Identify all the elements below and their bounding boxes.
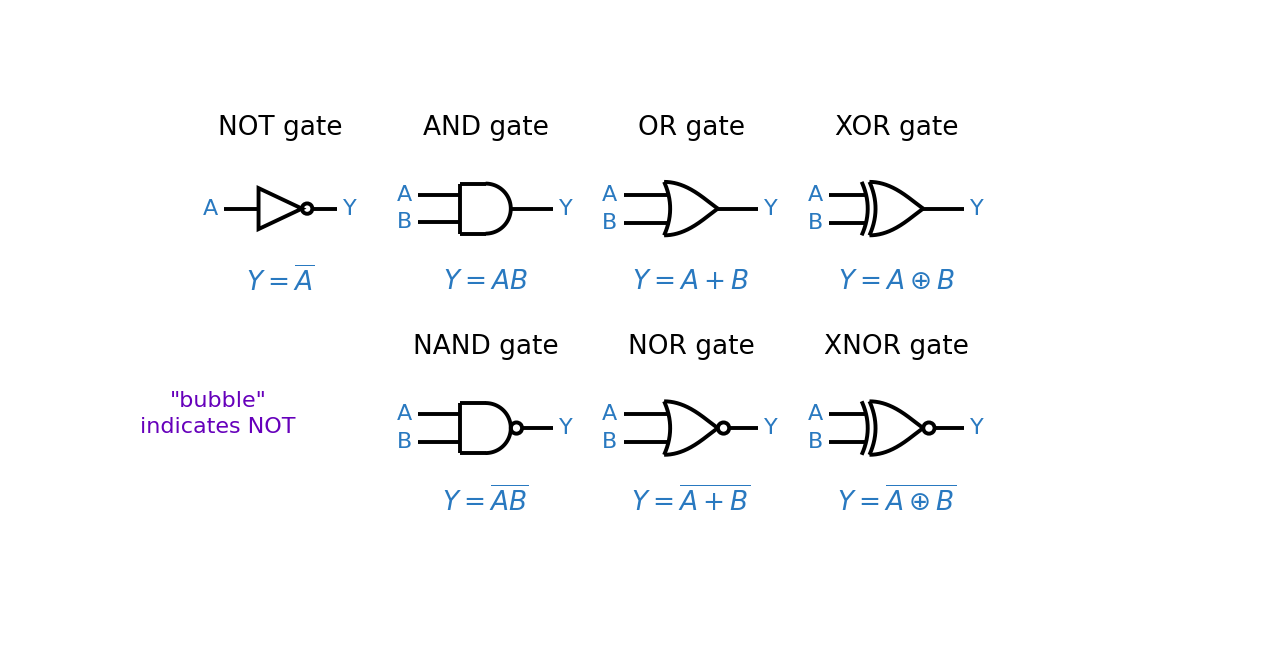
Text: B: B	[397, 432, 412, 452]
Text: A: A	[202, 199, 218, 218]
Text: A: A	[807, 404, 822, 424]
Text: A: A	[602, 404, 617, 424]
Text: Y: Y	[559, 199, 573, 218]
Text: $Y = \overline{A+B}$: $Y = \overline{A+B}$	[632, 486, 751, 517]
Text: B: B	[807, 432, 822, 452]
Text: NOR gate: NOR gate	[628, 334, 755, 360]
Text: A: A	[397, 185, 412, 205]
Text: Y: Y	[970, 418, 984, 438]
Text: $Y = A+B$: $Y = A+B$	[633, 269, 749, 295]
Text: B: B	[602, 432, 617, 452]
Text: $Y = \overline{A}$: $Y = \overline{A}$	[246, 266, 315, 297]
Text: Y: Y	[765, 418, 779, 438]
Text: A: A	[602, 184, 617, 205]
Text: Y: Y	[559, 418, 573, 438]
Text: OR gate: OR gate	[638, 114, 744, 141]
Text: Y: Y	[765, 199, 779, 218]
Text: $Y = \overline{A \oplus B}$: $Y = \overline{A \oplus B}$	[836, 486, 956, 517]
Text: B: B	[397, 213, 412, 232]
Text: A: A	[397, 404, 412, 424]
Text: Y: Y	[343, 199, 356, 218]
Text: NAND gate: NAND gate	[412, 334, 559, 360]
Text: B: B	[602, 213, 617, 233]
Text: $Y = A \oplus B$: $Y = A \oplus B$	[838, 269, 956, 295]
Text: Y: Y	[970, 199, 984, 218]
Text: "bubble"
indicates NOT: "bubble" indicates NOT	[141, 391, 296, 438]
Text: XNOR gate: XNOR gate	[824, 334, 968, 360]
Text: XOR gate: XOR gate	[835, 114, 958, 141]
Text: $Y = \overline{AB}$: $Y = \overline{AB}$	[442, 486, 529, 517]
Text: B: B	[807, 213, 822, 233]
Text: AND gate: AND gate	[423, 114, 548, 141]
Text: NOT gate: NOT gate	[218, 114, 342, 141]
Text: A: A	[807, 184, 822, 205]
Text: $Y = AB$: $Y = AB$	[443, 269, 528, 295]
